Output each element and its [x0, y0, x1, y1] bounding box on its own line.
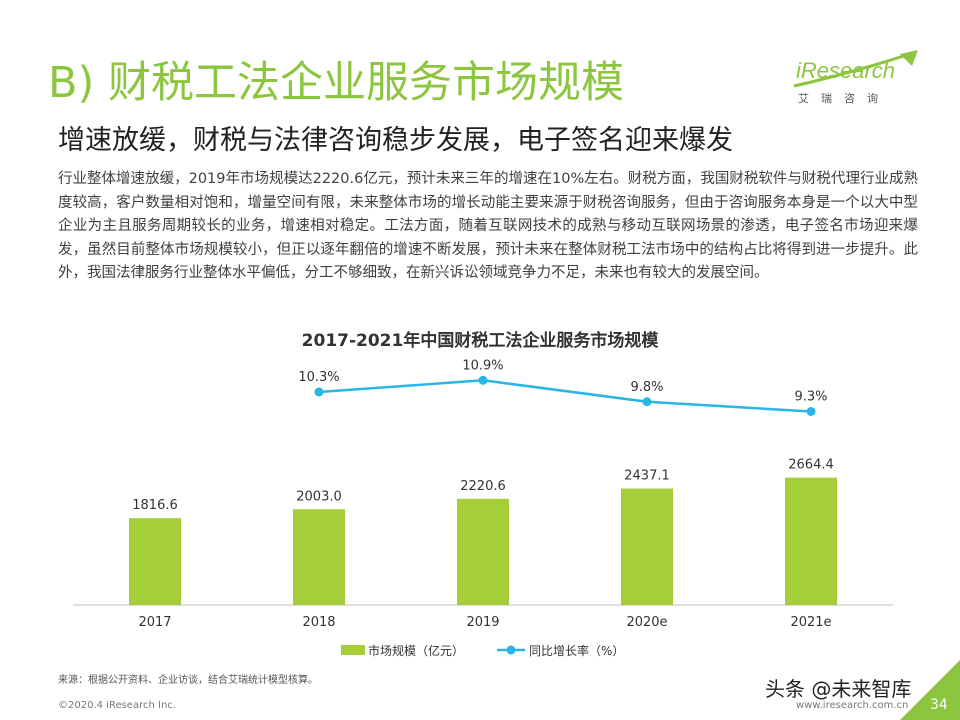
chart-title: 2017-2021年中国财税工法企业服务市场规模 — [301, 331, 659, 351]
legend-line-marker — [506, 645, 516, 655]
growth-point-2018 — [314, 387, 324, 397]
logo-wordmark: iResearch — [796, 58, 896, 83]
page-subtitle: 增速放缓，财税与法律咨询稳步发展，电子签名迎来爆发 — [58, 125, 733, 156]
page-title: B) 财税工法企业服务市场规模 — [48, 58, 624, 108]
bar-label-2020e: 2437.1 — [624, 469, 670, 484]
x-tick-label-2021e: 2021e — [790, 615, 831, 630]
x-tick-label-2020e: 2020e — [626, 615, 667, 630]
body-paragraph: 行业整体增速放缓，2019年市场规模达2220.6亿元，预计未来三年的增速在10… — [58, 171, 918, 281]
watermark: 头条 @未来智库 — [765, 677, 912, 701]
growth-label-2020e: 9.8% — [630, 380, 663, 395]
bar-label-2021e: 2664.4 — [788, 458, 834, 473]
bar-2020e — [621, 488, 673, 605]
bar-2019 — [457, 498, 509, 605]
growth-point-2021e — [806, 407, 816, 416]
bar-label-2019: 2220.6 — [460, 479, 506, 494]
growth-label-2018: 10.3% — [298, 370, 339, 385]
site-url: www.iresearch.com.cn — [796, 700, 909, 711]
legend-line-label: 同比增长率（%） — [529, 643, 624, 658]
bar-2017 — [129, 518, 181, 605]
bar-2021e — [785, 477, 837, 605]
corner-decoration — [900, 660, 960, 720]
x-tick-label-2019: 2019 — [466, 615, 499, 630]
growth-point-2019 — [478, 375, 488, 385]
bar-label-2017: 1816.6 — [132, 498, 178, 513]
x-tick-label-2017: 2017 — [138, 615, 171, 630]
logo-subtitle: 艾瑞咨询 — [798, 92, 890, 105]
iresearch-logo: iResearch 艾瑞咨询 — [790, 50, 920, 110]
growth-label-2021e: 9.3% — [794, 390, 827, 405]
growth-rate-line — [318, 379, 812, 413]
bar-2018 — [293, 509, 345, 605]
bar-label-2018: 2003.0 — [296, 489, 342, 504]
source-note: 来源：根据公开资料、企业访谈，结合艾瑞统计模型核算。 — [58, 675, 318, 686]
copyright: ©2020.4 iResearch Inc. — [58, 700, 176, 711]
x-tick-label-2018: 2018 — [302, 615, 335, 630]
logo-swoosh-icon — [793, 50, 918, 88]
growth-label-2019: 10.9% — [462, 358, 503, 373]
page-number: 34 — [930, 697, 948, 713]
legend-bar-swatch — [341, 645, 365, 655]
legend-bar-label: 市场规模（亿元） — [368, 643, 464, 658]
growth-point-2020e — [642, 397, 652, 407]
